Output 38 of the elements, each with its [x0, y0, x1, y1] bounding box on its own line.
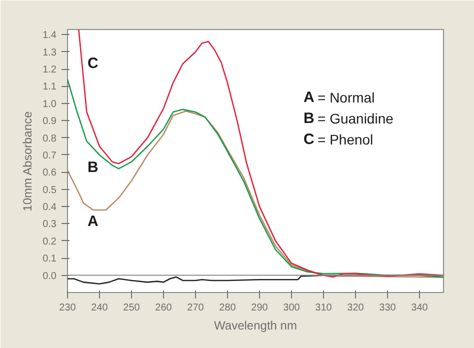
y-tick-label: 0.7	[42, 150, 57, 162]
y-tick-label: 0.4	[42, 202, 57, 214]
series-label: C	[88, 55, 98, 72]
x-tick-label: 300	[283, 302, 300, 314]
x-tick-label: 310	[315, 302, 332, 314]
x-tick-label: 240	[91, 302, 108, 314]
series-label: B	[88, 159, 98, 176]
x-tick-label: 320	[347, 302, 364, 314]
y-tick-label: 0.9	[42, 116, 57, 128]
line-series	[68, 110, 444, 278]
y-tick-label: 1.4	[42, 30, 57, 42]
x-tick-label: 270	[187, 302, 204, 314]
series-label: A	[88, 212, 98, 230]
x-tick-label: 230	[59, 302, 76, 314]
y-axis-title: 10mm Absorbance	[20, 110, 35, 212]
annotation: A = Normal	[304, 89, 375, 106]
y-tick-label: 1.3	[42, 47, 57, 58]
x-tick-label: 280	[219, 302, 236, 314]
annotation: C = Phenol	[304, 131, 374, 148]
x-tick-label: 290	[251, 302, 268, 314]
line-series	[68, 78, 444, 278]
line-series	[78, 30, 444, 278]
y-tick-label: 1.0	[42, 98, 57, 110]
x-tick-label: 340	[411, 302, 428, 314]
y-tick-label: 1.1	[42, 82, 57, 93]
x-tick-label: 250	[123, 302, 140, 314]
x-axis-title: Wavelength nm	[214, 318, 297, 332]
y-tick-label: 1.2	[42, 64, 57, 76]
y-tick-label: 0.8	[42, 133, 57, 144]
annotation: B = Guanidine	[304, 110, 394, 127]
y-tick-label: 0.5	[42, 184, 57, 196]
y-tick-label: 0.0	[42, 270, 57, 282]
x-tick-label: 260	[155, 302, 172, 314]
y-tick-label: 0.3	[42, 219, 57, 230]
x-tick-label: 330	[379, 302, 396, 314]
y-tick-label: 0.2	[42, 236, 57, 248]
y-tick-label: 0.6	[42, 168, 57, 179]
y-tick-label: 0.1	[42, 254, 57, 265]
